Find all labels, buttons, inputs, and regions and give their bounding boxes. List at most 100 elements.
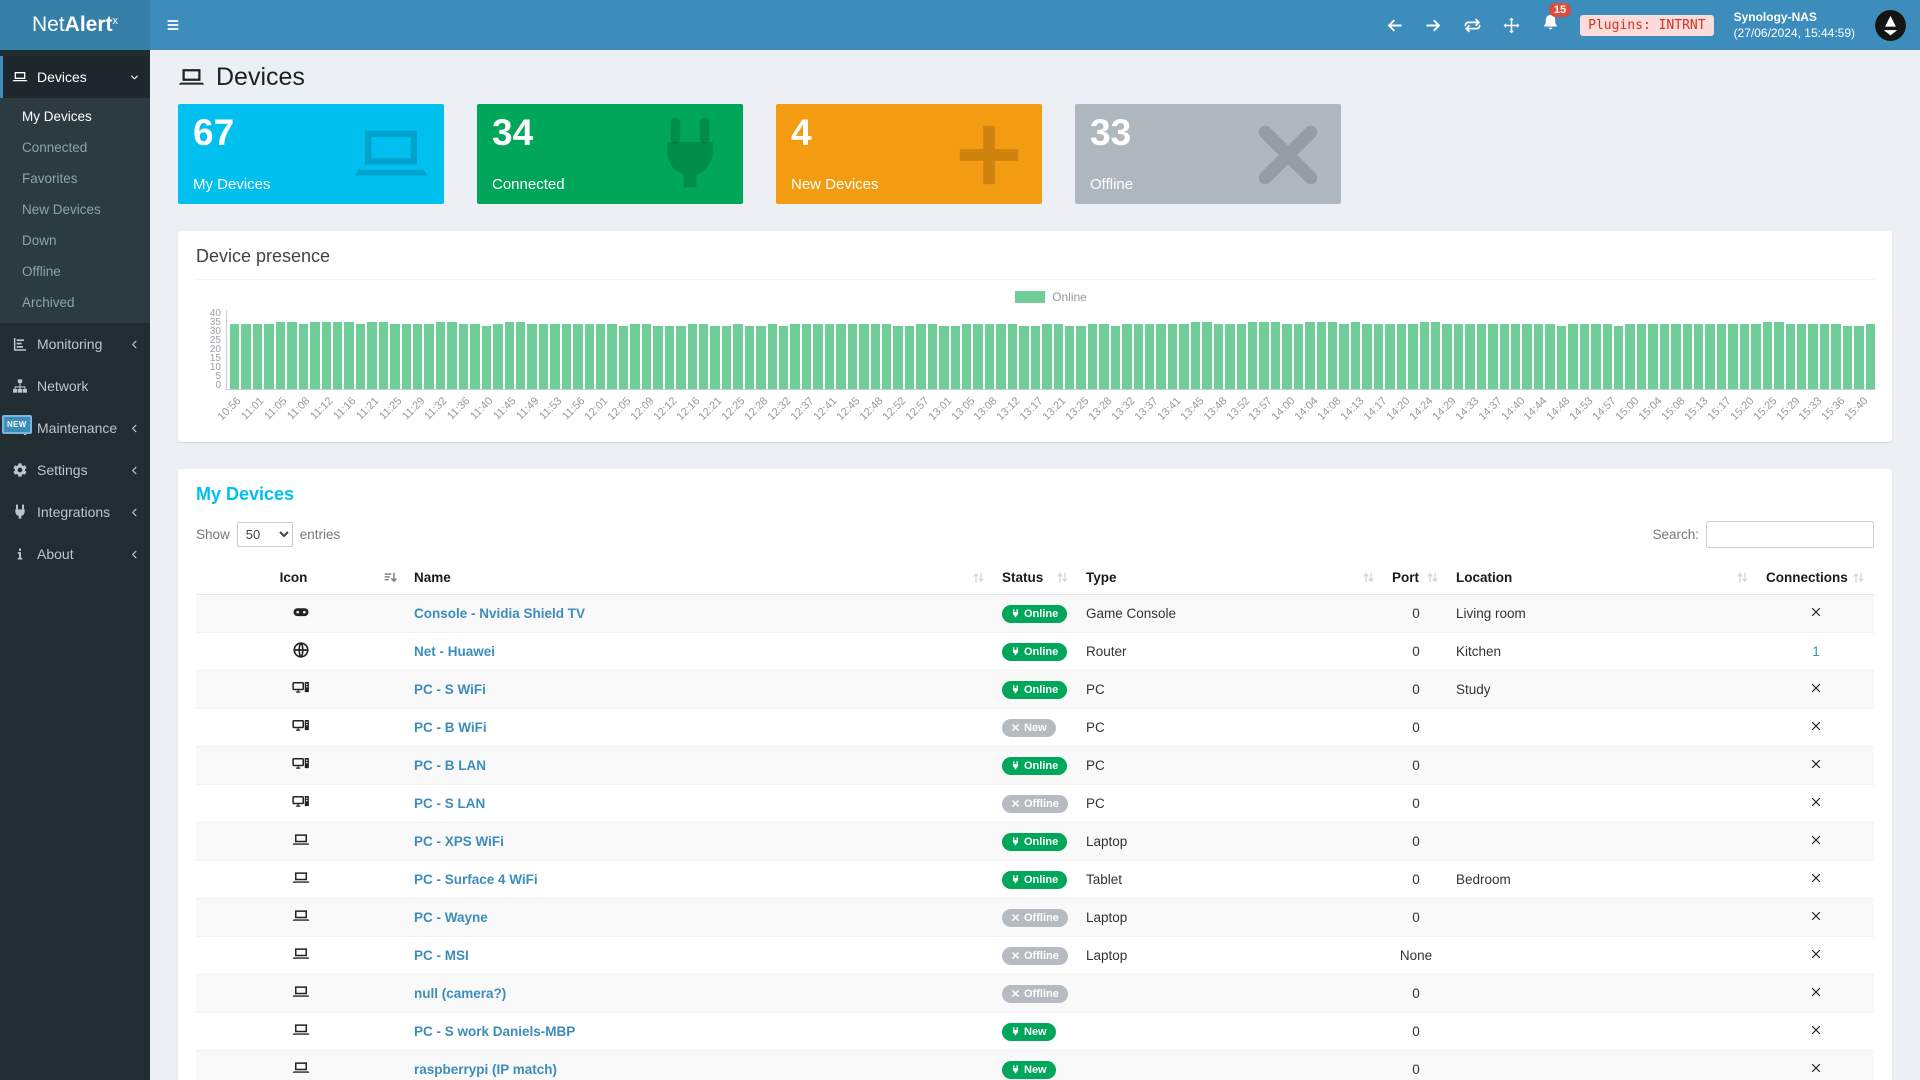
remove-connection-icon[interactable] (1810, 606, 1822, 618)
status-icon (1011, 647, 1020, 656)
sort-icon[interactable] (383, 570, 398, 585)
plugins-status-badge[interactable]: Plugins: INTRNT (1580, 14, 1714, 36)
app-logo[interactable]: Net Alert x (0, 0, 150, 50)
connections-count-link[interactable]: 1 (1812, 644, 1820, 659)
sort-icon[interactable] (1055, 570, 1070, 585)
status-icon (1011, 685, 1020, 694)
chart-bar (1625, 323, 1635, 389)
column-header-status[interactable]: Status (994, 561, 1078, 595)
x-tick-label: 13:28 (1086, 395, 1115, 423)
page-size-select[interactable]: 50 (236, 522, 293, 547)
chart-bar (744, 325, 755, 389)
device-name-link[interactable]: PC - Wayne (414, 910, 488, 925)
device-name-link[interactable]: null (camera?) (414, 986, 507, 1001)
device-type: Laptop (1078, 898, 1384, 937)
device-name-link[interactable]: PC - S work Daniels-MBP (414, 1024, 576, 1039)
column-header-connections[interactable]: Connections (1758, 561, 1874, 595)
chart-bar (1419, 321, 1429, 389)
stat-card-offline[interactable]: 33 Offline (1075, 104, 1341, 204)
sidebar-item-label: Devices (37, 69, 87, 85)
x-tick-label: 15:13 (1682, 395, 1711, 423)
sidebar-subitem-connected[interactable]: Connected (22, 140, 88, 155)
remove-connection-icon[interactable] (1810, 682, 1822, 694)
sidebar-item-settings[interactable]: Settings (0, 449, 150, 491)
stat-card-my-devices[interactable]: 67 My Devices (178, 104, 444, 204)
sort-icon[interactable] (1361, 570, 1376, 585)
forward-icon[interactable] (1424, 16, 1443, 35)
refresh-icon[interactable] (1463, 16, 1482, 35)
x-tick-label: 11:40 (468, 395, 496, 423)
device-port: 0 (1384, 1050, 1448, 1080)
column-header-location[interactable]: Location (1448, 561, 1758, 595)
x-tick-label: 11:32 (422, 395, 450, 423)
device-name-link[interactable]: PC - S LAN (414, 796, 486, 811)
status-badge: Offline (1002, 794, 1068, 813)
device-name-link[interactable]: Net - Huawei (414, 644, 496, 659)
chart-bar (1522, 323, 1532, 389)
back-icon[interactable] (1385, 16, 1404, 35)
fullscreen-icon[interactable] (1502, 16, 1521, 35)
remove-connection-icon[interactable] (1810, 834, 1822, 846)
sort-icon[interactable] (1735, 570, 1750, 585)
host-info: Synology-NAS (27/06/2024, 15:44:59) (1734, 9, 1855, 41)
chart-bar (1099, 323, 1109, 389)
sort-icon[interactable] (1425, 570, 1440, 585)
device-name-link[interactable]: PC - S WiFi (414, 682, 486, 697)
column-header-name[interactable]: Name (406, 561, 994, 595)
sidebar-subitem-favorites[interactable]: Favorites (22, 171, 78, 186)
stat-card-new-devices[interactable]: 4 New Devices (776, 104, 1042, 204)
chart-bar (1007, 323, 1018, 389)
device-name-link[interactable]: PC - XPS WiFi (414, 834, 504, 849)
column-header-icon[interactable]: Icon (196, 561, 406, 595)
remove-connection-icon[interactable] (1810, 910, 1822, 922)
device-location: Study (1448, 670, 1758, 709)
sidebar-subitem-down[interactable]: Down (22, 233, 57, 248)
laptop-icon (292, 983, 310, 1001)
device-name-link[interactable]: PC - MSI (414, 948, 469, 963)
host-name: Synology-NAS (1733, 9, 1817, 24)
stat-card-connected[interactable]: 34 Connected (477, 104, 743, 204)
column-header-type[interactable]: Type (1078, 561, 1384, 595)
device-location: Kitchen (1448, 632, 1758, 671)
sidebar-subitem-new-devices[interactable]: New Devices (22, 202, 101, 217)
chart-bar (996, 323, 1006, 389)
device-name-link[interactable]: PC - B WiFi (414, 720, 487, 735)
remove-connection-icon[interactable] (1810, 720, 1822, 732)
device-name-link[interactable]: PC - B LAN (414, 758, 486, 773)
sort-icon[interactable] (1851, 570, 1866, 585)
remove-connection-icon[interactable] (1810, 948, 1822, 960)
remove-connection-icon[interactable] (1810, 758, 1822, 770)
stat-label: New Devices (791, 176, 879, 193)
sidebar-item-network[interactable]: Network (0, 365, 150, 407)
sidebar-subitem-offline[interactable]: Offline (22, 264, 61, 279)
search-input[interactable] (1706, 521, 1874, 548)
sidebar-item-maintenance[interactable]: NEW Maintenance (0, 407, 150, 449)
column-header-port[interactable]: Port (1384, 561, 1448, 595)
notifications-button[interactable]: 15 (1541, 3, 1572, 37)
sidebar-subitem-my-devices[interactable]: My Devices (22, 109, 92, 124)
remove-connection-icon[interactable] (1810, 986, 1822, 998)
sidebar-item-monitoring[interactable]: Monitoring (0, 323, 150, 365)
user-avatar[interactable] (1875, 9, 1906, 41)
chart-bar (504, 321, 514, 389)
sort-icon[interactable] (971, 570, 986, 585)
sidebar-item-integrations[interactable]: Integrations (0, 491, 150, 533)
remove-connection-icon[interactable] (1810, 1062, 1822, 1074)
device-name-link[interactable]: Console - Nvidia Shield TV (414, 606, 586, 621)
sidebar-item-devices[interactable]: Devices (0, 56, 150, 98)
x-tick-label: 13:05 (949, 395, 977, 423)
device-type: PC (1078, 784, 1384, 823)
column-label: Status (1002, 570, 1044, 585)
device-name-link[interactable]: PC - Surface 4 WiFi (414, 872, 538, 887)
sidebar-subitem-archived[interactable]: Archived (22, 295, 75, 310)
stat-value: 33 (1090, 112, 1132, 153)
device-name-link[interactable]: raspberrypi (IP match) (414, 1062, 558, 1077)
sidebar-item-about[interactable]: About (0, 533, 150, 575)
remove-connection-icon[interactable] (1810, 796, 1822, 808)
sidebar-toggle-button[interactable] (150, 0, 196, 50)
remove-connection-icon[interactable] (1810, 872, 1822, 884)
column-label: Icon (279, 570, 308, 585)
x-tick-label: 15:17 (1705, 395, 1734, 423)
chart-bar (1179, 323, 1189, 389)
remove-connection-icon[interactable] (1810, 1024, 1822, 1036)
